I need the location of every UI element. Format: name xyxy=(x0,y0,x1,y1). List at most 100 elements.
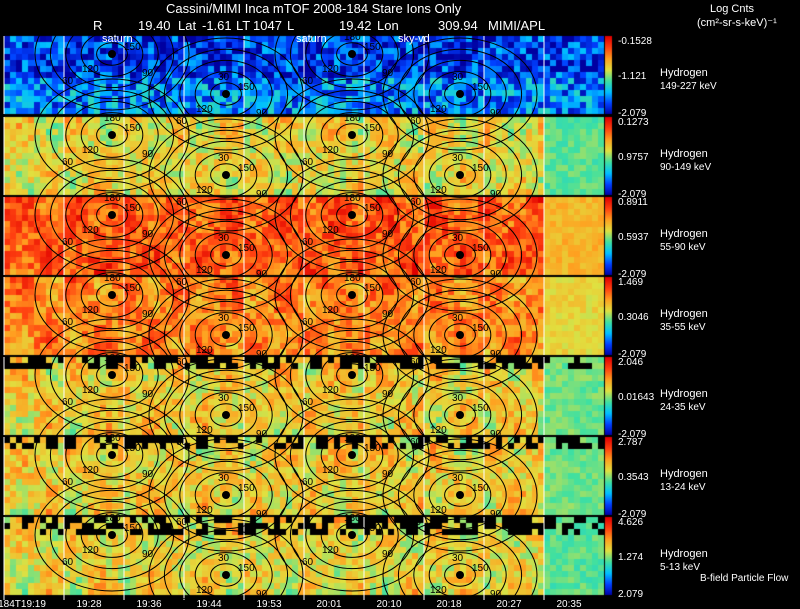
colorbar-mid-label: 0.9757 xyxy=(618,152,649,163)
contour-label: 60 xyxy=(302,557,314,568)
contour-label: 60 xyxy=(176,116,188,127)
field-direction-marker xyxy=(348,451,356,459)
contour-label: 180 xyxy=(104,513,121,524)
contour-label: 90 xyxy=(382,469,394,480)
contour-label: 150 xyxy=(364,283,381,294)
contour-line xyxy=(194,232,258,278)
contour-label: 120 xyxy=(322,545,339,556)
contour-label: 120 xyxy=(430,585,447,596)
lt-label: LT xyxy=(236,18,251,33)
contour-label: 120 xyxy=(430,104,447,115)
contour-line xyxy=(96,363,128,387)
field-direction-marker xyxy=(222,251,230,259)
energy-range-label: 13-24 keV xyxy=(660,482,706,493)
contour-line xyxy=(413,300,507,370)
contour-label: 90 xyxy=(256,349,268,360)
contour-line xyxy=(382,37,538,151)
colorbar-mid-label: 0.5937 xyxy=(618,232,649,243)
contour-line xyxy=(397,48,523,140)
x-tick-label: 20:01 xyxy=(316,599,341,609)
contour-label: 120 xyxy=(322,145,339,156)
contour-label: 120 xyxy=(196,505,213,516)
contour-line xyxy=(65,420,159,490)
contour-line xyxy=(163,449,289,541)
contour-label: 90 xyxy=(256,108,268,119)
contour-label: 180 xyxy=(104,193,121,204)
contour-label: 90 xyxy=(490,108,502,119)
contour-line xyxy=(194,472,258,518)
contour-line xyxy=(428,552,492,598)
contour-line xyxy=(80,192,144,238)
contour-line xyxy=(382,118,538,232)
contour-label: 120 xyxy=(430,265,447,276)
field-direction-marker xyxy=(108,131,116,139)
contour-line xyxy=(289,169,415,261)
contour-label: 90 xyxy=(382,549,394,560)
contour-label: 90 xyxy=(256,269,268,280)
units-expression: (cm²-sr-s-keV)⁻¹ xyxy=(697,17,777,29)
contour-line xyxy=(34,78,190,192)
contour-label: 60 xyxy=(302,477,314,488)
field-direction-marker xyxy=(222,571,230,579)
contour-line xyxy=(49,8,175,100)
contour-label: 180 xyxy=(344,273,361,284)
contour-line xyxy=(210,243,242,267)
colorbar-min-label: -2.079 xyxy=(618,108,647,119)
contour-line xyxy=(179,300,273,370)
contour-label: 120 xyxy=(196,185,213,196)
contour-line xyxy=(194,392,258,438)
contour-label: 30 xyxy=(218,393,230,404)
contour-line xyxy=(336,123,368,147)
field-direction-marker xyxy=(456,571,464,579)
contour-label: 150 xyxy=(238,403,255,414)
contour-line xyxy=(382,198,538,312)
contour-line xyxy=(428,472,492,518)
colorbar-min-label: -2.079 xyxy=(618,509,647,520)
x-tick-label: 19:28 xyxy=(76,599,101,609)
contour-line xyxy=(148,518,304,609)
contour-line xyxy=(65,19,159,89)
contour-label: 120 xyxy=(430,425,447,436)
contour-line xyxy=(179,380,273,450)
contour-label: 180 xyxy=(344,32,361,43)
contour-line xyxy=(34,318,190,432)
contour-line xyxy=(163,289,289,381)
colorbar-min-label: -2.079 xyxy=(618,349,647,360)
x-tick-label: 184T19:19 xyxy=(0,599,46,609)
contour-label: 30 xyxy=(218,313,230,324)
series-name-label: Hydrogen xyxy=(660,308,708,320)
contour-line xyxy=(382,518,538,609)
contour-label: 60 xyxy=(410,517,422,528)
x-tick-label: 20:18 xyxy=(436,599,461,609)
contour-line xyxy=(305,19,399,89)
contour-line xyxy=(163,369,289,461)
contour-line xyxy=(210,163,242,187)
contour-line xyxy=(305,500,399,570)
contour-label: 150 xyxy=(364,363,381,374)
contour-line xyxy=(163,529,289,609)
contour-line xyxy=(397,209,523,301)
contour-label: 60 xyxy=(176,597,188,608)
source-label: MIMI/APL xyxy=(488,18,546,33)
units-label: Log Cnts xyxy=(710,3,755,15)
contour-line xyxy=(444,82,476,106)
contour-line xyxy=(397,369,523,461)
frame-label: sky-vd xyxy=(398,33,430,45)
contour-label: 150 xyxy=(472,163,489,174)
contour-line xyxy=(274,0,430,111)
colorbar-min-label: 2.079 xyxy=(618,589,643,600)
contour-label: 150 xyxy=(124,523,141,534)
contour-line xyxy=(65,100,159,170)
contour-label: 60 xyxy=(302,157,314,168)
colorbar-min-label: -2.079 xyxy=(618,269,647,280)
contour-line xyxy=(179,59,273,129)
contour-line xyxy=(444,323,476,347)
contour-label: 90 xyxy=(382,309,394,320)
series-name-label: Hydrogen xyxy=(660,148,708,160)
contour-line xyxy=(80,512,144,558)
x-tick-label: 20:27 xyxy=(496,599,521,609)
colorbar-mid-label: 0.01643 xyxy=(618,392,655,403)
contour-label: 150 xyxy=(364,42,381,53)
contour-label: 90 xyxy=(142,549,154,560)
